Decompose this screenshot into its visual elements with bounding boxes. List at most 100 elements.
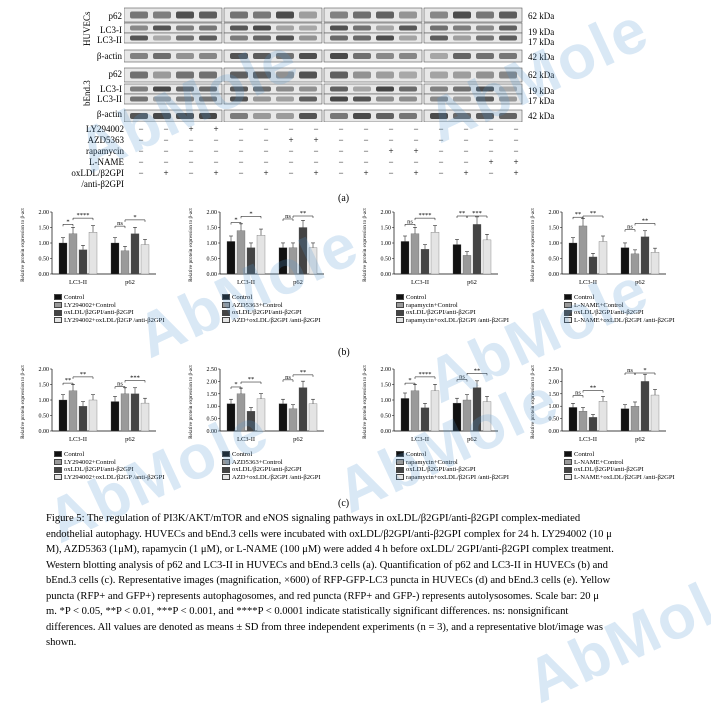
treatment-sign: − — [238, 124, 244, 134]
legend-item: Control — [54, 451, 84, 459]
blot-band — [230, 96, 248, 102]
bar-chart-c-7: Relative protein expression to β-actin 0.… — [530, 365, 666, 443]
blot-band — [299, 71, 317, 79]
blot-band — [453, 53, 471, 59]
y-tick-label: 0.00 — [39, 429, 50, 435]
y-tick-label: 0.50 — [207, 417, 218, 423]
significance-bracket — [292, 215, 314, 218]
significance-label: * — [643, 367, 646, 374]
legend-label: L-NAME+Control — [574, 458, 624, 466]
bar — [298, 227, 308, 275]
legend-item: LY294002+oxLDL/β2GP /anti-β2GPI — [54, 474, 165, 482]
y-tick-label: 1.50 — [207, 392, 218, 398]
legend-item: Control — [564, 451, 594, 459]
blot-band — [476, 71, 494, 79]
blot-band — [453, 35, 471, 41]
y-tick-label: 1.50 — [207, 226, 218, 232]
bar — [78, 406, 88, 432]
blot-band — [476, 113, 494, 119]
blot-strip — [223, 7, 323, 23]
legend-swatch — [564, 459, 572, 466]
legend-item: rapamycin+oxLDL/β2GPI /anti-β2GPI — [396, 317, 509, 325]
bar — [430, 390, 440, 432]
panel-b-label: (b) — [338, 347, 350, 358]
blot-band — [499, 86, 517, 92]
significance-bracket — [124, 380, 146, 383]
x-tick-label: LC3-II — [69, 279, 87, 286]
significance-bracket — [634, 372, 656, 375]
significance-bracket — [230, 222, 242, 225]
bar — [410, 390, 420, 432]
significance-bracket — [414, 217, 436, 221]
legend-swatch — [222, 466, 230, 473]
blot-band — [199, 53, 217, 59]
y-axis-label: Relative protein expression to β-actin — [362, 208, 368, 282]
y-tick-label: 0.00 — [381, 429, 392, 435]
significance-bracket — [634, 223, 656, 226]
treatment-sign: + — [413, 168, 419, 178]
legend-item: rapamycin+oxLDL/β2GPI /anti-β2GPI — [396, 474, 509, 482]
blot-band — [376, 86, 394, 92]
blot-band — [253, 71, 271, 79]
treatment-sign: − — [363, 157, 369, 167]
treatment-sign: − — [163, 146, 169, 156]
legend-swatch — [564, 294, 572, 301]
panel-a-label: (a) — [338, 193, 350, 204]
blot-band — [130, 35, 148, 41]
significance-label: **** — [419, 371, 432, 378]
blot-band — [430, 71, 448, 79]
bar — [452, 244, 462, 275]
legend-item: Control — [396, 294, 426, 302]
legend-swatch — [396, 466, 404, 473]
blot-band — [199, 113, 217, 119]
blot-band — [376, 96, 394, 102]
treatment-sign: − — [213, 135, 219, 145]
blot-strip — [223, 49, 323, 63]
treatment-sign: − — [163, 135, 169, 145]
y-tick-label: 0.50 — [39, 414, 50, 420]
legend-label: LY294002+Control — [64, 458, 116, 466]
bar — [650, 394, 660, 432]
legend-item: L-NAME+oxLDL/β2GPI /anti-β2GPI — [564, 317, 675, 325]
blot-band — [353, 71, 371, 79]
legend-swatch — [222, 309, 230, 316]
bar — [68, 233, 78, 275]
treatment-sign: + — [188, 124, 194, 134]
y-tick-label: 2.00 — [39, 367, 50, 373]
y-tick-label: 2.00 — [207, 210, 218, 216]
blot-band — [330, 53, 348, 59]
blot-band — [176, 35, 194, 41]
y-tick-label: 0.00 — [381, 272, 392, 278]
blot-band — [399, 35, 417, 41]
bar — [462, 399, 472, 432]
treatment-sign: − — [263, 157, 269, 167]
blot-strip — [323, 109, 423, 122]
legend-label: AZD+oxLDL/β2GPI /anti-β2GPI — [232, 316, 321, 324]
treatment-sign: − — [363, 146, 369, 156]
blot-band — [330, 25, 348, 31]
x-tick-label: p62 — [467, 279, 477, 286]
kda-label: 42 kDa — [528, 52, 555, 62]
treatment-sign: − — [188, 168, 194, 178]
blot-band — [353, 35, 371, 41]
blot-band — [430, 113, 448, 119]
blot-band — [476, 11, 494, 19]
blot-band — [499, 71, 517, 79]
blot-band — [230, 25, 248, 31]
treatment-sign: − — [388, 168, 394, 178]
y-tick-label: 1.00 — [207, 241, 218, 247]
blot-strip — [423, 109, 523, 122]
blot-strip — [423, 49, 523, 63]
bar — [598, 241, 608, 275]
blot-band — [353, 96, 371, 102]
kda-label: 62 kDa — [528, 11, 555, 21]
significance-bracket — [282, 379, 294, 382]
bar-chart-b-3: Relative protein expression to β-actin 0.… — [530, 208, 666, 286]
blot-band — [176, 96, 194, 102]
y-tick-label: 0.00 — [39, 272, 50, 278]
treatment-sign: − — [463, 124, 469, 134]
significance-label: * — [66, 218, 69, 225]
significance-label: *** — [472, 210, 482, 217]
significance-bracket — [456, 379, 468, 382]
blot-band — [399, 53, 417, 59]
